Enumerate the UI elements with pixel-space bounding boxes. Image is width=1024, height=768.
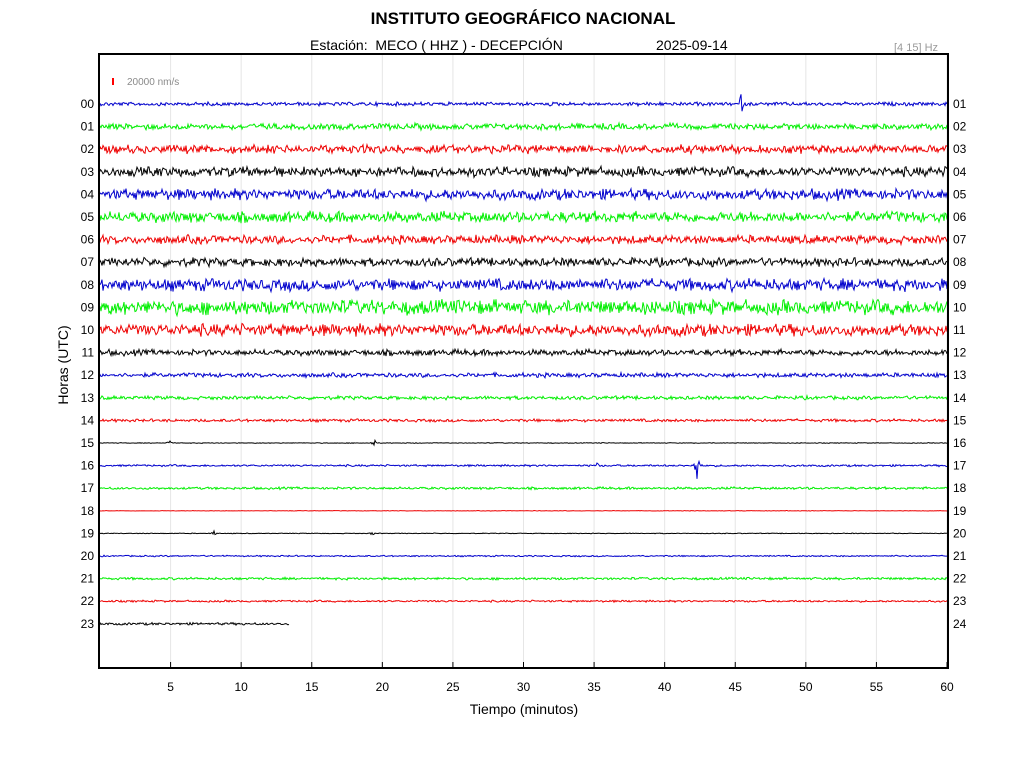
trace-hour-04 [99, 186, 948, 203]
trace-hour-13 [99, 394, 948, 402]
hour-label-right: 22 [953, 572, 967, 586]
hour-label-right: 04 [953, 165, 967, 179]
trace-hour-01 [99, 121, 948, 132]
trace-hour-16 [99, 459, 948, 479]
x-tick-label: 5 [167, 680, 174, 694]
trace-hour-10 [99, 322, 948, 338]
y-axis-next-hour-labels: 01 02 03 04 05 06 07 08 09 10 11 12 13 14 15 16 17 18 19 20… [953, 97, 967, 631]
trace-hour-15 [99, 438, 947, 447]
hour-label-left: 19 [81, 526, 95, 540]
hour-label-right: 24 [953, 617, 967, 631]
hour-label-right: 19 [953, 504, 967, 518]
trace-hour-20 [99, 554, 948, 558]
trace-hour-00 [99, 94, 948, 112]
hour-label-right: 14 [953, 391, 967, 405]
hour-label-left: 17 [81, 481, 95, 495]
scale-bar [112, 78, 114, 85]
trace-hour-22 [99, 599, 948, 604]
hour-label-right: 16 [953, 436, 967, 450]
hour-label-left: 16 [81, 459, 95, 473]
hour-label-right: 23 [953, 594, 967, 608]
hour-label-left: 05 [81, 210, 95, 224]
filter-band-label: [4 15] Hz [894, 42, 939, 54]
hour-label-left: 12 [81, 368, 95, 382]
hour-label-right: 07 [953, 233, 967, 247]
trace-hour-14 [99, 417, 948, 424]
x-tick-label: 25 [446, 680, 460, 694]
trace-hour-11 [99, 347, 948, 358]
trace-hour-07 [99, 256, 948, 269]
hour-label-right: 10 [953, 300, 967, 314]
x-tick-label: 10 [234, 680, 248, 694]
hour-label-left: 21 [81, 572, 95, 586]
hour-label-right: 09 [953, 278, 967, 292]
y-axis-hour-labels: 00 01 02 03 04 05 06 07 08 09 10 11 12 13 14 15 16 17 18 19… [81, 97, 95, 631]
hour-label-left: 11 [82, 346, 95, 360]
trace-hour-09 [99, 298, 948, 318]
hour-label-left: 18 [81, 504, 95, 518]
hour-label-left: 06 [81, 233, 95, 247]
hour-label-right: 18 [953, 481, 967, 495]
trace-hour-06 [99, 233, 948, 247]
hour-label-left: 07 [81, 255, 95, 269]
x-axis-label: Tiempo (minutos) [470, 701, 578, 717]
x-tick-label: 20 [376, 680, 390, 694]
hour-label-right: 03 [953, 142, 967, 156]
trace-hour-08 [99, 276, 948, 294]
hour-label-right: 12 [953, 346, 967, 360]
trace-hour-03 [99, 164, 948, 180]
trace-hour-19 [99, 529, 948, 536]
seismic-traces [99, 94, 948, 627]
hour-label-left: 02 [81, 142, 95, 156]
hour-label-left: 15 [81, 436, 95, 450]
x-tick-label: 40 [658, 680, 672, 694]
x-tick-label: 30 [517, 680, 531, 694]
x-axis-ticks: 5 10 15 20 25 30 35 40 45 50 55 60 [167, 662, 954, 694]
date-label: 2025-09-14 [656, 37, 728, 53]
hour-label-right: 17 [953, 459, 967, 473]
hour-label-left: 14 [81, 413, 95, 427]
trace-hour-18 [99, 509, 948, 512]
scale-bar-label: 20000 nm/s [127, 77, 179, 88]
hour-label-left: 01 [81, 120, 95, 134]
hour-label-right: 01 [953, 97, 967, 111]
plot-frame [98, 53, 949, 669]
hour-label-right: 11 [953, 323, 966, 337]
hour-label-left: 08 [81, 278, 95, 292]
hour-label-left: 10 [81, 323, 95, 337]
trace-hour-05 [99, 210, 948, 224]
x-tick-label: 15 [305, 680, 319, 694]
hour-label-right: 21 [953, 549, 967, 563]
trace-hour-23 [99, 620, 290, 627]
hour-label-left: 00 [81, 97, 95, 111]
trace-hour-17 [99, 485, 948, 491]
trace-hour-12 [99, 370, 948, 380]
hour-label-right: 05 [953, 187, 967, 201]
hour-label-right: 13 [953, 368, 967, 382]
trace-hour-21 [99, 576, 948, 581]
hour-label-right: 08 [953, 255, 967, 269]
hour-label-left: 22 [81, 594, 95, 608]
x-tick-label: 45 [729, 680, 743, 694]
hour-label-right: 02 [953, 120, 967, 134]
hour-label-right: 06 [953, 210, 967, 224]
hour-label-left: 13 [81, 391, 95, 405]
hour-label-left: 09 [81, 300, 95, 314]
chart-title: INSTITUTO GEOGRÁFICO NACIONAL [370, 9, 676, 28]
hour-label-right: 20 [953, 526, 967, 540]
x-tick-label: 50 [799, 680, 813, 694]
station-label: Estación: MECO ( HHZ ) - DECEPCIÓN [310, 37, 563, 53]
x-tick-label: 35 [587, 680, 601, 694]
x-tick-label: 55 [870, 680, 884, 694]
hour-label-right: 15 [953, 413, 967, 427]
x-tick-label: 60 [940, 680, 954, 694]
hour-label-left: 04 [81, 187, 95, 201]
hour-label-left: 20 [81, 549, 95, 563]
trace-hour-02 [99, 142, 948, 156]
hour-label-left: 03 [81, 165, 95, 179]
hour-label-left: 23 [81, 617, 95, 631]
y-axis-label: Horas (UTC) [55, 325, 71, 404]
